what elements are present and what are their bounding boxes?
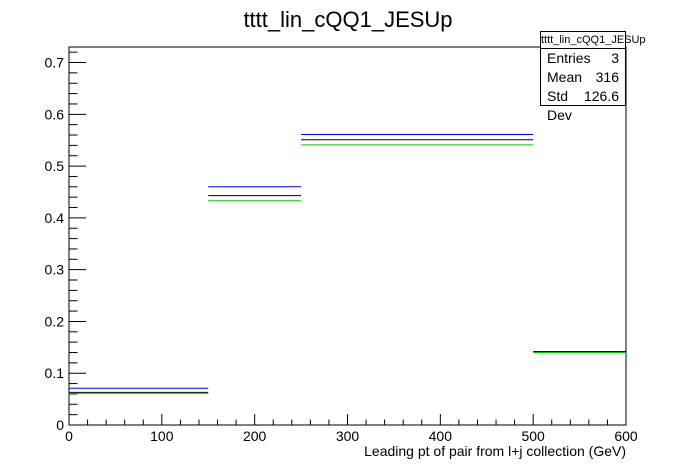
y-tick-label: 0.1: [45, 365, 65, 381]
stats-box: tttt_lin_cQQ1_JESUp Entries 3 Mean 316 S…: [540, 31, 646, 123]
series-0: [69, 134, 626, 389]
y-tick-label: 0.5: [45, 158, 65, 174]
stats-value: 126.6: [583, 88, 619, 104]
y-tick-label: 0.6: [45, 106, 65, 122]
axis-ticks: 0 100 200 300 400 500 600 0 0.1 0.2 0.3 0.4 0.5 0.6 0.…: [45, 51, 638, 444]
x-tick-label: 200: [243, 428, 267, 444]
x-tick-label: 400: [429, 428, 453, 444]
stats-label: Entries: [547, 50, 591, 66]
stats-box-title: tttt_lin_cQQ1_JESUp: [541, 32, 646, 49]
x-tick-label: 100: [150, 428, 174, 444]
x-tick-label: 500: [521, 428, 545, 444]
x-tick-label: 300: [336, 428, 360, 444]
histogram-series: [69, 134, 626, 394]
stats-label: Mean: [547, 69, 583, 85]
y-tick-label: 0.2: [45, 313, 65, 329]
x-tick-label: 600: [614, 428, 638, 444]
stats-row-entries: Entries 3: [541, 49, 625, 68]
x-tick-label: 0: [65, 428, 73, 444]
stats-row-stddev: Std Dev 126.6: [541, 87, 625, 123]
stats-row-mean: Mean 316: [541, 68, 625, 87]
stats-label: Std Dev: [547, 88, 572, 123]
y-tick-label: 0: [56, 417, 64, 433]
series-1: [69, 139, 626, 393]
y-tick-label: 0.4: [45, 210, 65, 226]
x-axis-label: Leading pt of pair from l+j collection (…: [364, 443, 626, 459]
stats-value: 3: [611, 50, 619, 66]
y-tick-label: 0.3: [45, 262, 65, 278]
series-2: [69, 144, 626, 394]
y-tick-label: 0.7: [45, 55, 65, 71]
stats-value: 316: [595, 69, 619, 85]
chart-title: tttt_lin_cQQ1_JESUp: [243, 7, 452, 32]
